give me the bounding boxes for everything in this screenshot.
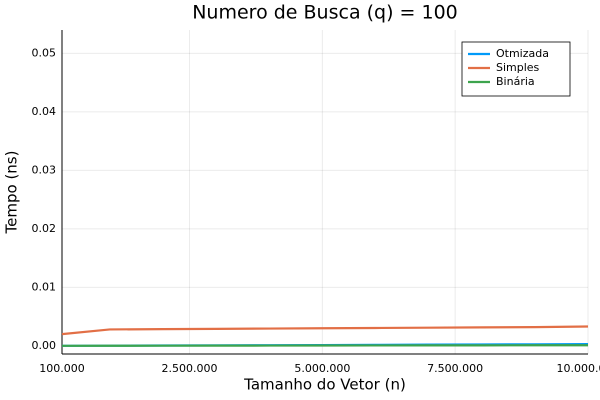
x-tick-label: 7.500.000 [427,362,483,375]
y-axis-label: Tempo (ns) [3,151,21,235]
y-tick-label: 0.03 [32,163,57,176]
y-tick-label: 0.04 [32,105,57,118]
x-tick-label: 2.500.000 [162,362,218,375]
chart-title: Numero de Busca (q) = 100 [192,2,458,24]
line [61,344,589,347]
x-tick-label: 5.000.000 [294,362,350,375]
legend-label: Binária [496,75,535,88]
x-tick-label: 10.000.000 [557,362,600,375]
y-tick-label: 0.02 [32,222,57,235]
legend-label: Otmizada [496,47,549,60]
y-tick-label: 0.05 [32,46,57,59]
y-tick-label: 0.00 [32,339,57,352]
x-tick-label: 100.000 [39,362,85,375]
legend-label: Simples [496,61,540,74]
x-axis-label: Tamanho do Vetor (n) [243,376,406,394]
y-tick-label: 0.01 [32,280,57,293]
line [61,325,589,336]
